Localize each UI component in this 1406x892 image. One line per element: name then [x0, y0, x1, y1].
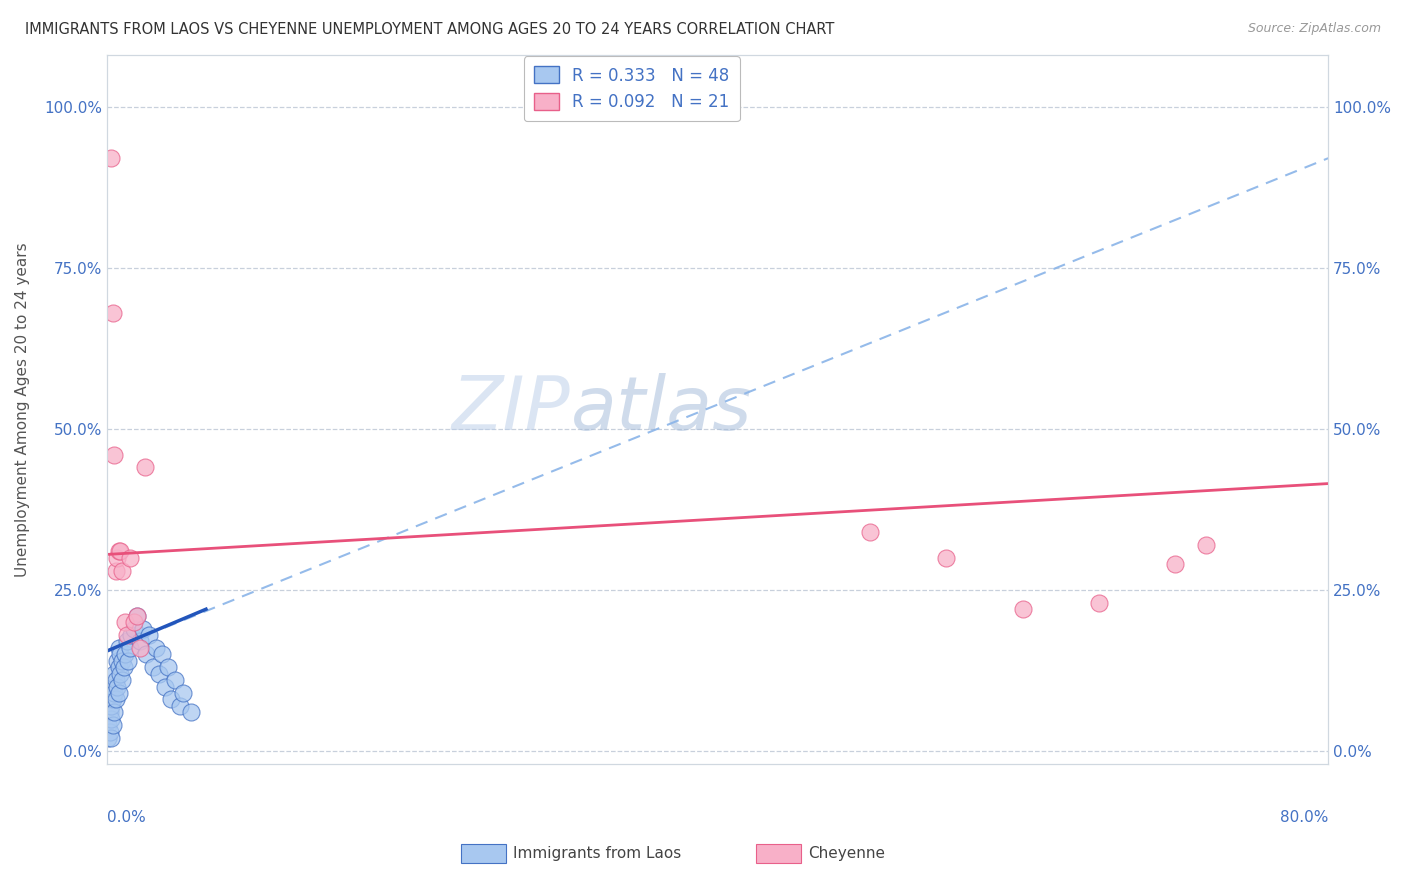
Point [122, 622, 145, 636]
Point [180, 706, 202, 720]
Point [114, 615, 136, 629]
Point [107, 680, 129, 694]
Point [100, 731, 122, 745]
Text: Source: ZipAtlas.com: Source: ZipAtlas.com [1247, 22, 1381, 36]
Y-axis label: Unemployment Among Ages 20 to 24 years: Unemployment Among Ages 20 to 24 years [15, 242, 30, 577]
Point [115, 634, 138, 648]
Point [135, 648, 157, 662]
Point [127, 608, 149, 623]
Point [172, 686, 194, 700]
Point [108, 544, 131, 558]
Point [115, 628, 138, 642]
Point [110, 648, 132, 662]
Text: 0.0%: 0.0% [107, 810, 145, 825]
Point [169, 698, 191, 713]
FancyBboxPatch shape [461, 844, 506, 863]
Point [132, 622, 155, 636]
Point [122, 615, 145, 629]
Point [129, 640, 152, 655]
Point [108, 686, 131, 700]
Point [103, 448, 125, 462]
Point [98, 692, 121, 706]
Point [1195, 538, 1218, 552]
Point [138, 628, 160, 642]
Text: IMMIGRANTS FROM LAOS VS CHEYENNE UNEMPLOYMENT AMONG AGES 20 TO 24 YEARS CORRELAT: IMMIGRANTS FROM LAOS VS CHEYENNE UNEMPLO… [25, 22, 835, 37]
Point [1088, 596, 1111, 610]
FancyBboxPatch shape [756, 844, 801, 863]
Legend: R = 0.333   N = 48, R = 0.092   N = 21: R = 0.333 N = 48, R = 0.092 N = 21 [524, 56, 740, 121]
Point [111, 564, 134, 578]
Point [110, 666, 132, 681]
Point [103, 686, 125, 700]
Point [114, 648, 136, 662]
Point [859, 524, 882, 539]
Point [104, 692, 127, 706]
Point [100, 698, 122, 713]
Point [104, 673, 127, 687]
Point [112, 660, 135, 674]
Point [100, 712, 122, 726]
Point [97, 731, 120, 745]
Point [103, 706, 125, 720]
Point [134, 460, 156, 475]
Point [935, 550, 957, 565]
Point [108, 660, 131, 674]
Point [118, 640, 141, 655]
Point [111, 654, 134, 668]
Point [117, 654, 139, 668]
Point [156, 660, 179, 674]
Point [98, 724, 121, 739]
Point [129, 634, 152, 648]
Point [108, 640, 131, 655]
Point [101, 718, 124, 732]
Point [118, 550, 141, 565]
Point [111, 673, 134, 687]
Point [104, 564, 127, 578]
Point [127, 608, 149, 623]
Point [103, 666, 125, 681]
Point [98, 706, 121, 720]
Text: atlas: atlas [571, 374, 752, 445]
Point [145, 640, 167, 655]
Point [101, 692, 124, 706]
Point [100, 151, 122, 165]
Point [101, 306, 124, 320]
Point [165, 673, 187, 687]
Point [142, 660, 165, 674]
Text: ZIP: ZIP [453, 374, 571, 445]
Point [160, 692, 183, 706]
Point [120, 628, 142, 642]
Point [107, 550, 129, 565]
Point [97, 718, 120, 732]
Point [101, 680, 124, 694]
Text: Cheyenne: Cheyenne [808, 847, 886, 861]
Point [1164, 557, 1187, 571]
Point [148, 666, 170, 681]
Point [150, 648, 173, 662]
Point [153, 680, 176, 694]
Point [110, 544, 132, 558]
Point [1011, 602, 1033, 616]
Text: Immigrants from Laos: Immigrants from Laos [513, 847, 682, 861]
Point [107, 654, 129, 668]
Text: 80.0%: 80.0% [1279, 810, 1329, 825]
